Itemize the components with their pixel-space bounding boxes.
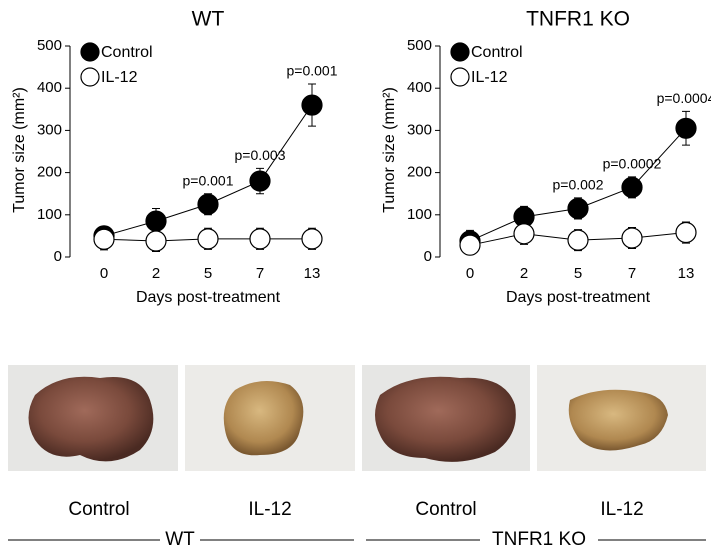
marker: [301, 228, 323, 250]
marker: [93, 228, 115, 250]
caption: Control: [68, 499, 129, 520]
marker: [197, 228, 219, 250]
y-axis-label: Tumor size (mm²): [381, 87, 398, 213]
marker: [249, 228, 271, 250]
marker: [621, 176, 643, 198]
y-tick-label: 400: [407, 79, 432, 96]
legend-label: Control: [101, 44, 153, 61]
caption: IL-12: [248, 499, 291, 520]
chart-title: WT: [192, 8, 225, 31]
legend-marker: [450, 67, 470, 87]
marker: [197, 193, 219, 215]
lung: [28, 376, 154, 462]
legend-label: IL-12: [471, 69, 508, 86]
lung: [568, 389, 668, 451]
annotation: p=0.002: [553, 177, 604, 193]
x-tick-label: 5: [574, 265, 582, 282]
marker: [621, 227, 643, 249]
y-axis-label: Tumor size (mm²): [11, 87, 28, 213]
legend-label: Control: [471, 44, 523, 61]
marker: [145, 230, 167, 252]
x-tick-label: 0: [466, 265, 474, 282]
marker: [567, 229, 589, 251]
marker: [145, 210, 167, 232]
annotation: p=0.003: [235, 147, 286, 163]
caption: Control: [415, 499, 476, 520]
annotation: p=0.0002: [603, 156, 662, 172]
group-label: TNFR1 KO: [492, 529, 586, 550]
chart-title: TNFR1 KO: [526, 8, 630, 31]
legend-marker: [80, 67, 100, 87]
y-tick-label: 500: [37, 37, 62, 54]
annotation: p=0.001: [287, 63, 338, 79]
legend-marker: [450, 42, 470, 62]
y-tick-label: 300: [37, 121, 62, 138]
x-tick-label: 13: [304, 265, 321, 282]
caption: IL-12: [600, 499, 643, 520]
x-axis-label: Days post-treatment: [136, 289, 281, 306]
y-tick-label: 500: [407, 37, 432, 54]
x-tick-label: 5: [204, 265, 212, 282]
x-tick-label: 13: [678, 265, 695, 282]
x-tick-label: 0: [100, 265, 108, 282]
marker: [301, 94, 323, 116]
y-tick-label: 400: [37, 79, 62, 96]
marker: [249, 170, 271, 192]
marker: [675, 117, 697, 139]
series-line: [103, 104, 313, 237]
photos: [8, 365, 706, 541]
marker: [459, 234, 481, 256]
x-tick-label: 2: [152, 265, 160, 282]
group-label: WT: [165, 529, 195, 550]
lung: [375, 376, 516, 462]
y-tick-label: 100: [407, 206, 432, 223]
x-tick-label: 2: [520, 265, 528, 282]
y-tick-label: 200: [37, 164, 62, 181]
y-tick-label: 200: [407, 164, 432, 181]
x-axis-label: Days post-treatment: [506, 289, 651, 306]
legend-marker: [80, 42, 100, 62]
marker: [513, 223, 535, 245]
y-tick-label: 300: [407, 121, 432, 138]
y-tick-label: 100: [37, 206, 62, 223]
annotation: p=0.0004: [657, 90, 711, 106]
y-tick-label: 0: [424, 248, 432, 265]
marker: [567, 197, 589, 220]
annotation: p=0.001: [183, 172, 234, 188]
legend-label: IL-12: [101, 69, 138, 86]
lung: [223, 381, 304, 456]
x-tick-label: 7: [256, 265, 264, 282]
marker: [675, 221, 697, 244]
y-tick-label: 0: [54, 248, 62, 265]
x-tick-label: 7: [628, 265, 636, 282]
